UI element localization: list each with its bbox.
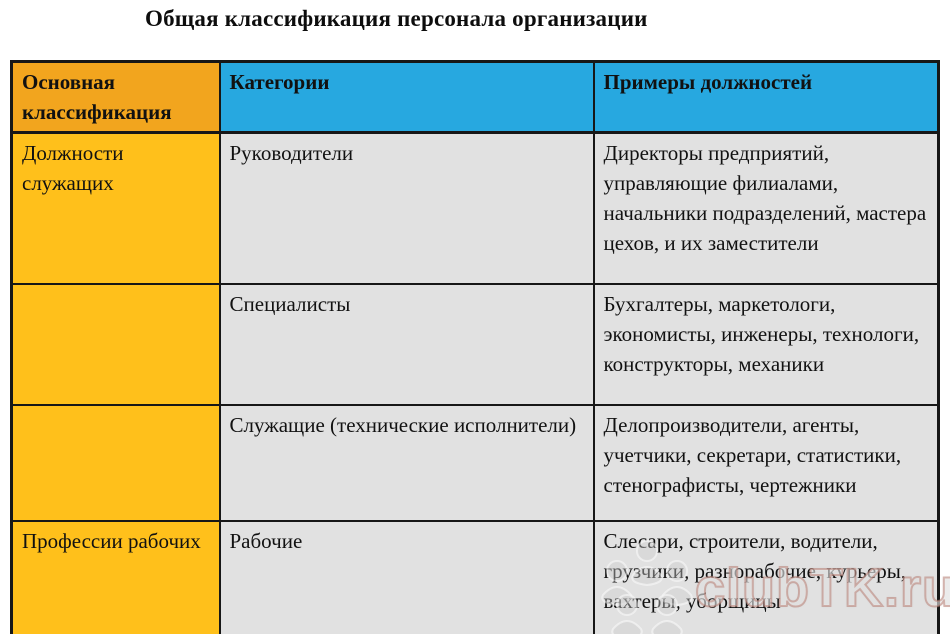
table-row: Служащие (технические исполнители) Делоп…: [10, 404, 940, 522]
cell-classification: [10, 404, 221, 522]
cell-category: Рабочие: [218, 520, 595, 634]
cell-examples: Директоры предприятий, управляющие филиа…: [592, 131, 940, 285]
table-header-row: Основная классификация Категории Примеры…: [10, 60, 940, 134]
table-row: Профессии рабочих Рабочие Слесари, строи…: [10, 520, 940, 634]
table-row: Специалисты Бухгалтеры, маркетологи, эко…: [10, 283, 940, 406]
header-examples: Примеры должностей: [592, 60, 940, 134]
header-categories: Категории: [218, 60, 595, 134]
cell-category: Руководители: [218, 131, 595, 285]
header-main-classification: Основная классификация: [10, 60, 221, 134]
personnel-classification-table: Основная классификация Категории Примеры…: [10, 60, 940, 634]
cell-classification: [10, 283, 221, 406]
cell-examples: Слесари, строители, водители, грузчики, …: [592, 520, 940, 634]
table-row: Должности служащих Руководители Директор…: [10, 131, 940, 285]
cell-examples: Делопроизводители, агенты, учетчики, сек…: [592, 404, 940, 522]
cell-classification: Профессии рабочих: [10, 520, 221, 634]
page-title: Общая классификация персонала организаци…: [145, 6, 648, 31]
cell-examples: Бухгалтеры, маркетологи, экономисты, инж…: [592, 283, 940, 406]
cell-category: Специалисты: [218, 283, 595, 406]
cell-category: Служащие (технические исполнители): [218, 404, 595, 522]
cell-classification: Должности служащих: [10, 131, 221, 285]
